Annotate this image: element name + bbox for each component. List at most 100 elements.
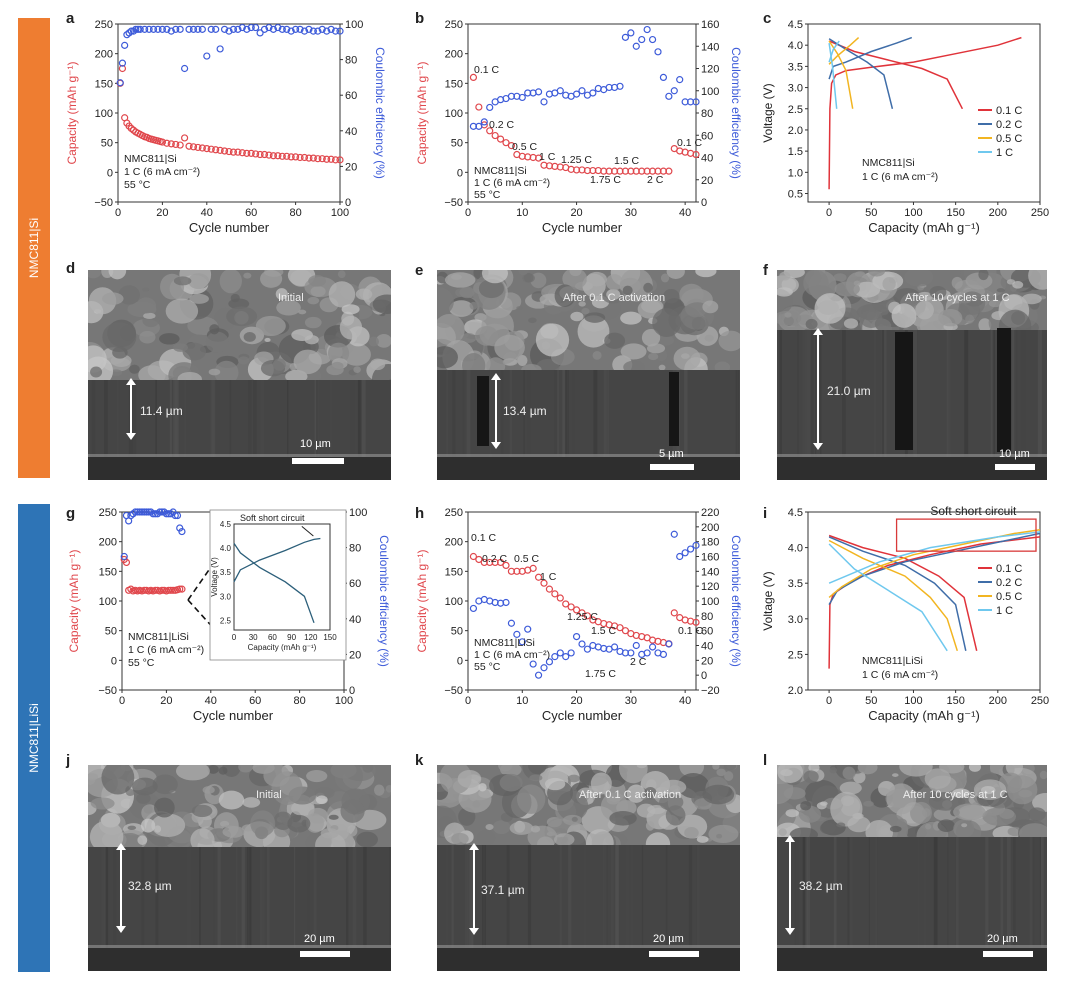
y-tick-label: 200 [95, 49, 113, 61]
discharge-curve [828, 40, 854, 109]
data-point [610, 643, 619, 651]
y2-tick-label: 0 [349, 685, 355, 697]
data-point [133, 508, 142, 516]
x-tick-label: 250 [1031, 695, 1049, 707]
y-tick-label: 200 [99, 537, 117, 549]
y-tick-label: 4.5 [788, 507, 803, 519]
y-tick-label: 250 [445, 19, 463, 31]
data-point [309, 154, 317, 162]
y-tick-label: 3.5 [788, 578, 803, 590]
data-point [176, 141, 184, 149]
chart-c: 0 50 100 150 200 250 0.5 1.0 1.5 2.0 2.5 3.0 3.5 4.0 4… [761, 19, 1049, 235]
y2-tick-label: 40 [345, 126, 357, 138]
data-point [469, 73, 478, 82]
y2-axis-label: Coulombic efficiency (%) [373, 47, 387, 179]
scale-bar-label: 10 µm [999, 448, 1030, 460]
thickness-arrow [116, 843, 126, 933]
x-tick-label: 200 [989, 207, 1007, 219]
y-axis-label: Capacity (mAh g⁻¹) [415, 549, 429, 652]
y-tick-label: 3.0 [788, 614, 803, 626]
data-point [507, 619, 516, 627]
data-point [194, 25, 202, 33]
y2-tick-label: 60 [345, 90, 357, 102]
data-point [140, 586, 148, 594]
x-axis-label: Cycle number [193, 708, 274, 723]
soft-short-label: Soft short circuit [930, 504, 1017, 518]
data-point [163, 139, 171, 147]
data-point [491, 131, 499, 140]
x-tick-label: 60 [245, 207, 257, 219]
y-tick-label: 0.5 [788, 189, 803, 201]
discharge-curve [828, 536, 967, 651]
data-point [327, 25, 335, 33]
data-point [132, 25, 140, 33]
x-axis-label: Capacity (mAh g⁻¹) [868, 220, 980, 235]
data-point [189, 143, 198, 151]
scale-bar [300, 951, 350, 957]
y-tick-label: 2.5 [788, 104, 803, 116]
data-point [234, 25, 242, 33]
panel-label-i: i [763, 505, 768, 522]
annotation: NMC811|LiSi [128, 631, 189, 643]
chart-i: 0 50 100 150 200 250 2.0 2.5 3.0 3.5 4.0 4.5 Capacit… [761, 504, 1049, 723]
legend-label: 0.2 C [996, 577, 1022, 589]
y-tick-label: 150 [445, 566, 463, 578]
y-tick-label: 2.5 [788, 649, 803, 661]
data-point [176, 585, 184, 593]
y2-tick-label: 160 [701, 552, 719, 564]
data-point [545, 658, 554, 666]
discharge-curve [828, 40, 964, 110]
x-tick-label: 10 [516, 207, 528, 219]
rate-label: 0.1 C [677, 137, 703, 149]
thickness-label: 38.2 µm [799, 879, 843, 893]
data-point [134, 25, 142, 33]
thickness-label: 37.1 µm [481, 883, 525, 897]
sem-image-l: After 10 cycles at 1 C 38.2 µm 20 µm [777, 765, 1047, 971]
legend-label: 0.1 C [996, 105, 1022, 117]
charge-curve [828, 531, 1041, 584]
data-point [238, 149, 246, 157]
y-tick-label: 250 [95, 19, 113, 31]
data-point [578, 609, 586, 617]
rate-label: 1.75 C [590, 174, 621, 186]
data-point [529, 564, 537, 572]
y-tick-label: 0 [457, 167, 463, 179]
data-point [198, 25, 206, 33]
data-point [551, 653, 559, 661]
y-tick-label: 100 [99, 596, 117, 608]
inset-plot-frame [233, 523, 331, 631]
y2-tick-label: 60 [701, 130, 713, 142]
scale-bar [292, 458, 344, 464]
data-point [659, 73, 668, 82]
data-point [475, 122, 483, 130]
data-point [229, 148, 238, 156]
sem-caption: Initial [278, 292, 304, 304]
x-axis-label: Cycle number [542, 708, 623, 723]
data-point [216, 146, 224, 154]
data-point [323, 155, 331, 163]
data-point [496, 135, 505, 143]
data-point [621, 627, 630, 635]
data-point [131, 508, 139, 516]
data-point [185, 142, 193, 150]
data-point [545, 585, 554, 593]
annotation: 55 °C [474, 661, 501, 673]
annotation: 55 °C [474, 189, 501, 201]
legend-label: 0.1 C [996, 563, 1022, 575]
y-tick-label: 100 [445, 108, 463, 120]
x-tick-label: 100 [335, 695, 353, 707]
sem-image-k: After 0.1 C activation 37.1 µm 20 µm [437, 765, 740, 971]
data-point [469, 552, 478, 561]
data-point [518, 93, 526, 102]
y2-tick-label: 120 [701, 64, 719, 76]
data-point [692, 150, 700, 159]
discharge-curve [828, 42, 838, 109]
data-point [589, 89, 597, 97]
data-point [670, 530, 678, 538]
data-point [207, 145, 215, 153]
y-tick-label: 3.0 [788, 83, 803, 95]
y-tick-label: 50 [451, 138, 463, 150]
data-point [475, 103, 483, 111]
y2-tick-label: 80 [701, 108, 713, 120]
annotation: 1 C (6 mA cm⁻²) [474, 649, 550, 661]
